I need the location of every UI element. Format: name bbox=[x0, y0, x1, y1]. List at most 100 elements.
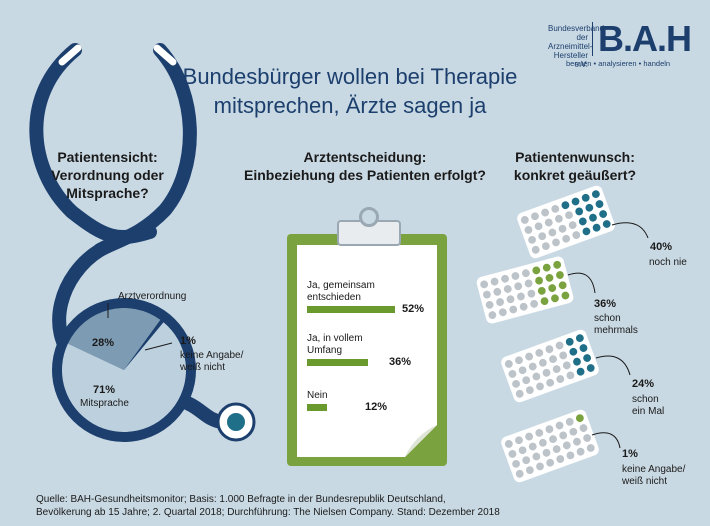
bar-heading-line2: Einbeziehung des Patienten erfolgt? bbox=[244, 167, 486, 183]
logo-name-line2: der Arzneimittel- bbox=[548, 33, 593, 51]
pill-dot bbox=[575, 414, 584, 423]
pie-slice-arztverordnung bbox=[67, 308, 161, 370]
pill-dot bbox=[522, 456, 531, 465]
pill-dot bbox=[554, 214, 563, 223]
pill-dot bbox=[556, 271, 564, 279]
pill-dot bbox=[504, 360, 513, 368]
pill-dot bbox=[530, 300, 539, 308]
pill-dot bbox=[525, 386, 534, 395]
pill-dot bbox=[565, 211, 573, 220]
pill-dot bbox=[525, 466, 534, 475]
pill-dot bbox=[535, 348, 544, 357]
pill-dot bbox=[548, 284, 557, 292]
pill-dot bbox=[515, 469, 524, 478]
pills-heading: Patientenwunsch: konkret geäußert? bbox=[500, 148, 650, 184]
clipboard-clip-hole bbox=[359, 207, 379, 227]
pill-dot bbox=[572, 231, 581, 239]
pill-dot bbox=[506, 295, 515, 304]
pill-dot bbox=[524, 226, 533, 234]
pill-dot bbox=[549, 435, 557, 444]
pills-label-einmal-line2: ein Mal bbox=[632, 406, 665, 417]
pill-dot bbox=[485, 300, 494, 309]
pill-dot bbox=[576, 367, 585, 376]
pill-dot bbox=[508, 370, 517, 378]
pill-dot bbox=[482, 290, 491, 299]
blister-card bbox=[501, 329, 599, 403]
pill-dot bbox=[562, 361, 571, 370]
pill-dot bbox=[542, 448, 551, 457]
pill-dot bbox=[583, 434, 592, 442]
pill-dot bbox=[542, 263, 551, 272]
pill-dot bbox=[525, 432, 534, 441]
pie-label-arztverordnung: Arztverordnung bbox=[118, 291, 187, 302]
pill-dot bbox=[525, 352, 534, 361]
logo-divider bbox=[592, 22, 593, 56]
pill-dot bbox=[501, 274, 509, 283]
pills-pack-keineangabe bbox=[501, 409, 599, 483]
pill-dot bbox=[538, 358, 547, 367]
bar-vollem bbox=[307, 359, 368, 366]
pie-value-arztverordnung: 28% bbox=[92, 337, 115, 349]
pill-dot bbox=[559, 431, 568, 440]
pills-label-mehrmals-line1: schon bbox=[594, 313, 621, 324]
pill-dot bbox=[508, 450, 517, 458]
pill-dot bbox=[566, 371, 575, 380]
pill-dot bbox=[546, 378, 555, 387]
pill-dot bbox=[480, 280, 489, 289]
pill-dot bbox=[538, 438, 547, 447]
pill-dot bbox=[595, 200, 604, 208]
pills-heading-line1: Patientenwunsch: bbox=[515, 149, 635, 165]
pie-label-keineangabe-line1: keine Angabe/ bbox=[180, 350, 244, 361]
bar-gemeinsam bbox=[307, 306, 395, 313]
pill-dot bbox=[504, 440, 513, 448]
pill-leader-line bbox=[595, 355, 631, 376]
pills-pack-einmal bbox=[501, 329, 599, 403]
pill-leader-line bbox=[611, 222, 649, 239]
bar-label-nein: Nein bbox=[307, 390, 328, 401]
pills-value-mehrmals: 36% bbox=[594, 298, 617, 310]
pill-dot bbox=[515, 389, 524, 398]
pie-label-keineangabe-line2: weiß nicht bbox=[180, 362, 226, 373]
pill-dot bbox=[515, 356, 523, 365]
pill-dot bbox=[519, 302, 528, 311]
pill-dot bbox=[545, 345, 554, 354]
source-note: Quelle: BAH-Gesundheitsmonitor; Basis: 1… bbox=[36, 493, 500, 519]
pie-heading: Patientensicht: Verordnung oder Mitsprac… bbox=[40, 148, 175, 202]
pills-label-keineangabe-line2: weiß nicht bbox=[622, 476, 668, 487]
pill-dot bbox=[517, 292, 525, 301]
pill-dot bbox=[532, 452, 541, 461]
pill-dot bbox=[545, 425, 554, 434]
pill-dot bbox=[552, 445, 561, 454]
pie-slice-mitsprache bbox=[62, 322, 186, 432]
title-line2: mitsprechen, Ärzte sagen ja bbox=[213, 93, 487, 118]
pill-dot bbox=[537, 286, 546, 295]
pill-dot bbox=[541, 242, 550, 251]
pill-dot bbox=[532, 266, 541, 275]
pill-dot bbox=[573, 357, 581, 366]
blister-card bbox=[501, 409, 599, 483]
pill-dot bbox=[569, 427, 578, 436]
pill-dot bbox=[546, 458, 555, 467]
pill-dot bbox=[541, 208, 550, 217]
pill-dot bbox=[518, 446, 527, 455]
logo-name-line1: Bundesverband bbox=[548, 24, 605, 33]
pill-dot bbox=[522, 376, 531, 385]
logo-mark: B.A.H bbox=[598, 18, 692, 59]
logo-name-line3: Hersteller e.V. bbox=[553, 51, 588, 69]
pie-chart bbox=[62, 308, 186, 432]
pill-dot bbox=[576, 447, 585, 456]
page-title: Bundesbürger wollen bei Therapie mitspre… bbox=[150, 62, 550, 120]
pill-dot bbox=[599, 210, 608, 218]
pie-label-mitsprache: Mitsprache bbox=[80, 398, 129, 409]
pills-label-einmal-line1: schon bbox=[632, 394, 659, 405]
blister-card bbox=[517, 185, 615, 259]
pill-dot bbox=[561, 201, 570, 210]
pill-dot bbox=[548, 228, 557, 237]
pill-dot bbox=[589, 213, 597, 222]
pill-dot bbox=[586, 364, 595, 372]
pill-dot bbox=[536, 462, 544, 471]
pill-dot bbox=[540, 297, 549, 306]
pill-dot bbox=[592, 223, 601, 232]
pill-dot bbox=[528, 235, 536, 244]
